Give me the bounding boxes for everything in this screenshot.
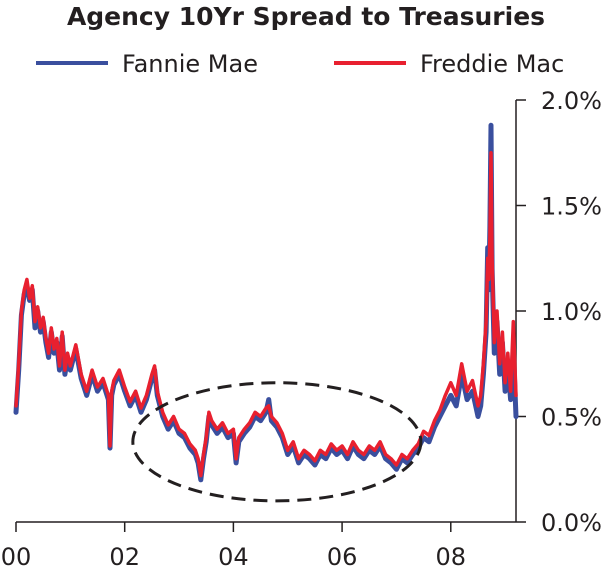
x-tick-label: 08 — [436, 543, 467, 571]
y-tick-label: 0.5% — [541, 404, 602, 432]
series-line-freddie-mac — [14, 151, 518, 478]
y-tick-label: 1.0% — [541, 298, 602, 326]
plot-area: 00 02 04 06 08 0.0% 0.5% 1.0% 1.5% 2.0% — [1, 87, 602, 571]
y-tick-label: 1.5% — [541, 193, 602, 221]
legend-label-fannie-mae: Fannie Mae — [122, 50, 258, 78]
x-tick-label: 02 — [109, 543, 140, 571]
x-tick-label: 04 — [218, 543, 249, 571]
y-tick-label: 2.0% — [541, 87, 602, 115]
x-tick-label: 00 — [1, 543, 32, 571]
series-line-fannie-mae — [13, 122, 519, 483]
y-ticks: 0.0% 0.5% 1.0% 1.5% 2.0% — [516, 87, 602, 537]
annotation-dashed-ellipse — [131, 381, 423, 503]
series-layer — [13, 122, 519, 483]
x-ticks: 00 02 04 06 08 — [1, 522, 466, 571]
legend: Fannie Mae Freddie Mac — [36, 50, 564, 78]
chart-title: Agency 10Yr Spread to Treasuries — [67, 2, 545, 31]
y-tick-label: 0.0% — [541, 509, 602, 537]
x-tick-label: 06 — [327, 543, 358, 571]
legend-label-freddie-mac: Freddie Mac — [420, 50, 564, 78]
